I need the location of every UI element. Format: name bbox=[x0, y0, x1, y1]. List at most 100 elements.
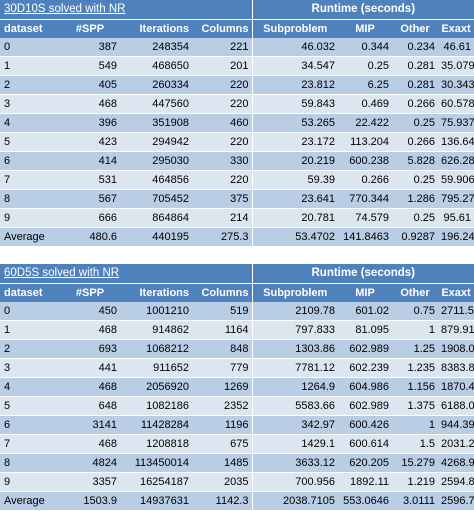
table-cell: 201 bbox=[192, 56, 253, 76]
table-cell: 450 bbox=[60, 302, 120, 321]
table-cell: 1485 bbox=[192, 453, 252, 473]
table-cell: 196.2452 bbox=[438, 227, 474, 247]
table-cell: 879.912 bbox=[438, 320, 474, 340]
table-cell: 4824 bbox=[60, 453, 120, 473]
table-cell: 95.61 bbox=[438, 208, 474, 228]
table-cell: 0 bbox=[0, 302, 60, 321]
table-cell: 0.25 bbox=[338, 56, 393, 76]
table-cell: 405 bbox=[60, 75, 120, 95]
table-cell: 1208818 bbox=[120, 434, 192, 454]
column-header: #SPP bbox=[60, 19, 120, 38]
table-cell: 59.39 bbox=[251, 170, 339, 190]
results-table-30d10s: 30D10S solved with NR Runtime (seconds) … bbox=[0, 0, 474, 247]
table-cell: 6 bbox=[0, 151, 60, 171]
table-cell: 1.286 bbox=[392, 189, 439, 209]
table-cell: 795.271 bbox=[438, 189, 474, 209]
table-cell: 2594.81 bbox=[438, 472, 474, 492]
table-cell: 34.547 bbox=[251, 56, 339, 76]
table-cell: 5.828 bbox=[392, 151, 439, 171]
table-cell: 4268.95 bbox=[438, 453, 474, 473]
column-header: Iterations bbox=[120, 283, 192, 302]
table-cell: Average bbox=[0, 491, 60, 511]
table-cell: 1.156 bbox=[392, 377, 438, 397]
table-cell: 770.344 bbox=[338, 189, 393, 209]
table-cell: 600.238 bbox=[338, 151, 393, 171]
table-cell: 1 bbox=[392, 415, 438, 435]
table-cell: 220 bbox=[192, 75, 253, 95]
table-cell: 1001210 bbox=[120, 302, 192, 321]
table-cell: 447560 bbox=[120, 94, 192, 114]
table-cell: 620.205 bbox=[338, 453, 392, 473]
table-row: 5 648 1082186 2352 5583.66 602.989 1.375 6188.0… bbox=[0, 396, 474, 416]
table-cell: 220 bbox=[192, 170, 253, 190]
table-cell: 600.426 bbox=[338, 415, 392, 435]
table-cell: 0.469 bbox=[338, 94, 393, 114]
table-cell: 700.956 bbox=[251, 472, 338, 492]
table-cell: 15.279 bbox=[392, 453, 438, 473]
table-cell: 7781.12 bbox=[251, 358, 338, 378]
table-cell: 0.266 bbox=[392, 94, 439, 114]
column-header: Other bbox=[392, 19, 439, 38]
table-row: 8 4824 113450014 1485 3633.12 620.205 15.279 42… bbox=[0, 453, 474, 473]
table-cell: 3633.12 bbox=[251, 453, 338, 473]
table-cell: 0.234 bbox=[392, 38, 439, 57]
column-header: Other bbox=[392, 283, 438, 302]
table-cell: 3.0111 bbox=[392, 491, 438, 511]
table-cell: 648 bbox=[60, 396, 120, 416]
table-cell: 59.906 bbox=[438, 170, 474, 190]
table-row: 0 387 248354 221 46.032 0.344 0.234 46.61 bbox=[0, 38, 474, 57]
table-cell: 1.25 bbox=[392, 339, 438, 359]
table-cell: 602.239 bbox=[338, 358, 392, 378]
table-cell: 2352 bbox=[192, 396, 252, 416]
table-cell: 2711.55 bbox=[438, 302, 474, 321]
table-cell: 46.032 bbox=[251, 38, 339, 57]
table-cell: 9 bbox=[0, 472, 60, 492]
table-title: 60D5S solved with NR bbox=[0, 264, 252, 284]
table-cell: 1 bbox=[392, 320, 438, 340]
table-cell: 2109.78 bbox=[251, 302, 338, 321]
table-cell: 468 bbox=[60, 377, 120, 397]
column-header: #SPP bbox=[60, 283, 120, 302]
table-cell: 396 bbox=[60, 113, 120, 133]
average-row: Average 480.6 440195 275.3 53.4702 141.8463 0.… bbox=[0, 227, 474, 247]
table-cell: 1082186 bbox=[120, 396, 192, 416]
table-cell: 5 bbox=[0, 132, 60, 152]
table-cell: 81.095 bbox=[338, 320, 392, 340]
table-cell: 2038.7105 bbox=[251, 491, 338, 511]
table-cell: 1908.099 bbox=[438, 339, 474, 359]
table-cell: 342.97 bbox=[251, 415, 338, 435]
table-cell: 0.25 bbox=[392, 170, 439, 190]
table-cell: 136.642 bbox=[438, 132, 474, 152]
table-cell: 779 bbox=[192, 358, 252, 378]
table-cell: 604.986 bbox=[338, 377, 392, 397]
table-row: 1 549 468650 201 34.547 0.25 0.281 35.079 bbox=[0, 56, 474, 76]
table-cell: 0.9287 bbox=[392, 227, 439, 247]
table-cell: 5 bbox=[0, 396, 60, 416]
table-cell: 553.0646 bbox=[338, 491, 392, 511]
table-cell: 75.937 bbox=[438, 113, 474, 133]
column-header: Subproblem bbox=[251, 19, 339, 38]
table-cell: 330 bbox=[192, 151, 253, 171]
table-title: 30D10S solved with NR bbox=[0, 0, 253, 20]
table-cell: 468 bbox=[60, 320, 120, 340]
column-header: Columns bbox=[192, 19, 253, 38]
table-cell: 601.02 bbox=[338, 302, 392, 321]
table-cell: 6.25 bbox=[338, 75, 393, 95]
column-header: Exaxt bbox=[438, 283, 474, 302]
table-cell: 519 bbox=[192, 302, 252, 321]
table-cell: 567 bbox=[60, 189, 120, 209]
table-cell: 848 bbox=[192, 339, 252, 359]
table-cell: 295030 bbox=[120, 151, 192, 171]
table-cell: 1892.11 bbox=[338, 472, 392, 492]
column-header: Exaxt bbox=[438, 19, 474, 38]
table-cell: 53.4702 bbox=[251, 227, 339, 247]
table-cell: 1.235 bbox=[392, 358, 438, 378]
table-cell: 23.641 bbox=[251, 189, 339, 209]
table-cell: 6188.034 bbox=[438, 396, 474, 416]
table-cell: 22.422 bbox=[338, 113, 393, 133]
